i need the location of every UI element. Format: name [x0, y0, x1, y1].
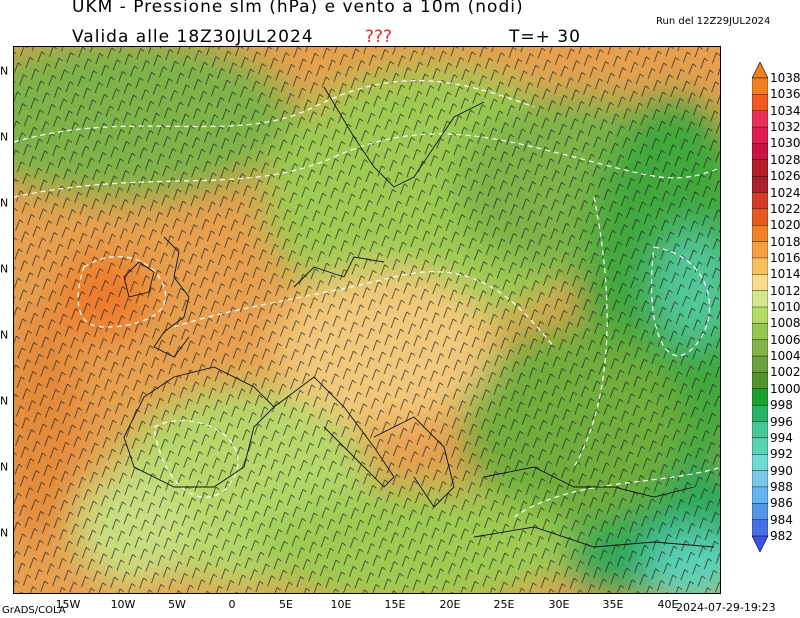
lon-label: 10W: [110, 598, 136, 611]
lon-label: 10E: [330, 598, 352, 611]
lat-label: N: [0, 64, 9, 78]
lon-label: 0: [228, 598, 236, 611]
isobars: [14, 80, 720, 518]
colorbar-swatch: [752, 241, 768, 259]
colorbar-label: 986: [770, 496, 793, 511]
colorbar-label: 1028: [770, 152, 800, 167]
lon-label: 25E: [493, 598, 515, 611]
colorbar-swatch: [752, 208, 768, 226]
colorbar-swatch: [752, 110, 768, 128]
colorbar-swatch: [752, 94, 768, 112]
colorbar-swatch: [752, 77, 768, 95]
colorbar-label: 1022: [770, 201, 800, 216]
colorbar-label: 988: [770, 479, 793, 494]
colorbar-swatch: [752, 388, 768, 406]
colorbar: [752, 62, 768, 552]
software-credit: GrADS/COLA: [2, 605, 66, 616]
lon-label: 20E: [439, 598, 461, 611]
wind-barbs: [14, 47, 720, 593]
lon-label: 5W: [168, 598, 186, 611]
forecast-step: T=+ 30: [509, 27, 581, 47]
colorbar-arrow-top: [752, 62, 768, 79]
colorbar-label: 1020: [770, 218, 800, 233]
colorbar-label: 1026: [770, 169, 800, 184]
colorbar-swatch: [752, 454, 768, 472]
colorbar-swatch: [752, 355, 768, 373]
colorbar-label: 1000: [770, 381, 800, 396]
colorbar-swatch: [752, 159, 768, 177]
colorbar-swatch: [752, 192, 768, 210]
valid-time: Valida alle 18Z30JUL2024: [72, 27, 314, 47]
colorbar-swatch: [752, 437, 768, 455]
lon-label: 15E: [384, 598, 406, 611]
colorbar-label: 1010: [770, 300, 800, 314]
colorbar-label: 1038: [770, 71, 800, 85]
colorbar-label: 1018: [770, 234, 800, 249]
colorbar-label: 990: [770, 463, 793, 478]
run-label: Run del 12Z29JUL2024: [656, 16, 771, 27]
colorbar-label: 1006: [770, 332, 800, 347]
colorbar-label: 1024: [770, 185, 800, 200]
lat-label: N: [0, 328, 9, 342]
colorbar-label: 984: [770, 512, 793, 527]
creation-timestamp: 2024-07-29-19:23: [676, 601, 776, 614]
lon-label: 5E: [279, 598, 293, 611]
colorbar-label: 1016: [770, 250, 800, 265]
colorbar-label: 998: [770, 398, 793, 413]
colorbar-label: 982: [770, 529, 793, 543]
lon-label: 15W: [55, 598, 81, 611]
colorbar-swatch: [752, 470, 768, 488]
colorbar-swatch: [752, 306, 768, 324]
colorbar-label: 992: [770, 447, 793, 462]
lon-label: 30E: [548, 598, 570, 611]
lat-label: N: [0, 196, 9, 210]
lat-label: N: [0, 130, 9, 144]
colorbar-label: 1008: [770, 316, 800, 331]
colorbar-label: 1012: [770, 283, 800, 298]
colorbar-label: 1036: [770, 87, 800, 102]
lat-label: N: [0, 526, 9, 540]
colorbar-label: 1032: [770, 120, 800, 135]
colorbar-swatch: [752, 404, 768, 423]
colorbar-arrow-bottom: [752, 535, 768, 552]
lat-label: N: [0, 460, 9, 474]
lat-label: N: [0, 262, 9, 276]
colorbar-swatch: [752, 225, 768, 243]
colorbar-swatch: [752, 126, 768, 144]
colorbar-label: 994: [770, 430, 793, 445]
coastlines: [123, 86, 715, 548]
colorbar-swatch: [752, 257, 768, 275]
pressure-wind-map: [13, 46, 721, 594]
colorbar-swatch: [752, 519, 768, 537]
colorbar-label: 1014: [770, 267, 800, 282]
colorbar-swatch: [752, 290, 768, 308]
colorbar-swatch: [752, 372, 768, 390]
colorbar-label: 996: [770, 414, 793, 429]
colorbar-swatch: [752, 143, 768, 161]
colorbar-swatch: [752, 421, 768, 439]
flag-text: ???: [365, 27, 393, 47]
colorbar-swatch: [752, 339, 768, 357]
lon-label: 35E: [602, 598, 624, 611]
colorbar-swatch: [752, 175, 768, 193]
map-canvas: [14, 47, 720, 593]
colorbar-label: 1004: [770, 349, 800, 364]
lat-label: N: [0, 394, 9, 408]
colorbar-label: 1002: [770, 365, 800, 380]
colorbar-swatch: [752, 486, 768, 504]
colorbar-swatch: [752, 323, 768, 341]
colorbar-label: 1030: [770, 136, 800, 151]
lon-label: 40E: [657, 598, 679, 611]
chart-title: UKM - Pressione slm (hPa) e vento a 10m …: [72, 0, 524, 17]
colorbar-swatch: [752, 274, 768, 292]
colorbar-swatch: [752, 503, 768, 521]
colorbar-label: 1034: [770, 103, 800, 118]
